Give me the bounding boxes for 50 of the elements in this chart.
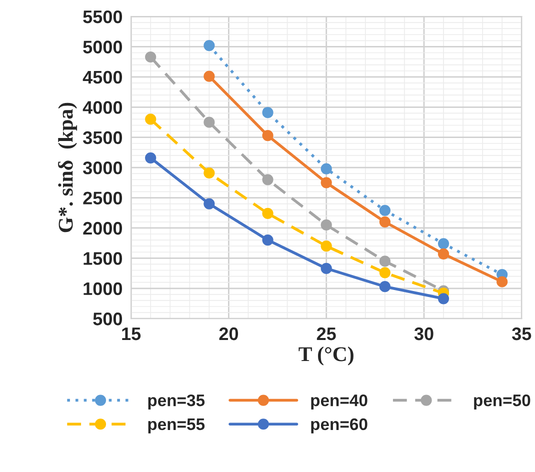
point xyxy=(379,256,390,267)
x-axis-title: T (°C) xyxy=(298,346,354,366)
point xyxy=(262,234,274,246)
y-tick-label: 5500 xyxy=(83,10,122,24)
y-tick-label: 4000 xyxy=(82,101,122,114)
x-tick-label: 20 xyxy=(219,327,238,340)
point xyxy=(379,204,390,216)
point xyxy=(379,267,390,278)
point xyxy=(379,216,390,228)
x-tick-label: 35 xyxy=(512,327,532,340)
point xyxy=(438,293,450,304)
legend-label: pen=60 xyxy=(311,418,368,434)
legend-label: pen=55 xyxy=(148,418,205,434)
point xyxy=(145,51,156,63)
legend-label: pen=50 xyxy=(474,394,530,410)
y-tick-label: 4500 xyxy=(82,70,122,84)
point xyxy=(262,130,274,142)
point xyxy=(320,163,332,174)
point xyxy=(496,276,508,288)
legend-label: pen=35 xyxy=(148,394,205,410)
point xyxy=(438,238,450,250)
point xyxy=(204,40,215,52)
legend-label: pen=40 xyxy=(311,394,368,410)
point xyxy=(145,152,156,164)
point xyxy=(438,248,450,260)
point xyxy=(204,167,215,179)
point xyxy=(262,107,274,118)
point xyxy=(320,219,332,231)
y-tick-label: 1500 xyxy=(84,252,122,265)
point xyxy=(320,262,332,274)
y-tick-label: 2000 xyxy=(83,222,122,235)
x-tick-label: 15 xyxy=(122,328,141,340)
y-tick-label: 2500 xyxy=(83,192,122,204)
point xyxy=(204,116,215,128)
point xyxy=(204,198,215,210)
y-tick-label: 3000 xyxy=(82,161,122,174)
y-tick-label: 5000 xyxy=(83,40,122,54)
y-tick-label: 3500 xyxy=(82,131,122,144)
point xyxy=(262,208,274,220)
point xyxy=(262,174,274,186)
y-tick-label: 1000 xyxy=(84,282,122,296)
point xyxy=(320,177,332,188)
y-axis-title: G*. sinδ (kpa) xyxy=(58,102,78,232)
y-tick-label: 500 xyxy=(93,312,122,326)
x-tick-label: 30 xyxy=(414,327,434,340)
point xyxy=(145,114,156,125)
x-tick-label: 25 xyxy=(316,327,336,340)
point xyxy=(320,240,332,252)
point xyxy=(379,281,390,292)
point xyxy=(204,70,215,82)
